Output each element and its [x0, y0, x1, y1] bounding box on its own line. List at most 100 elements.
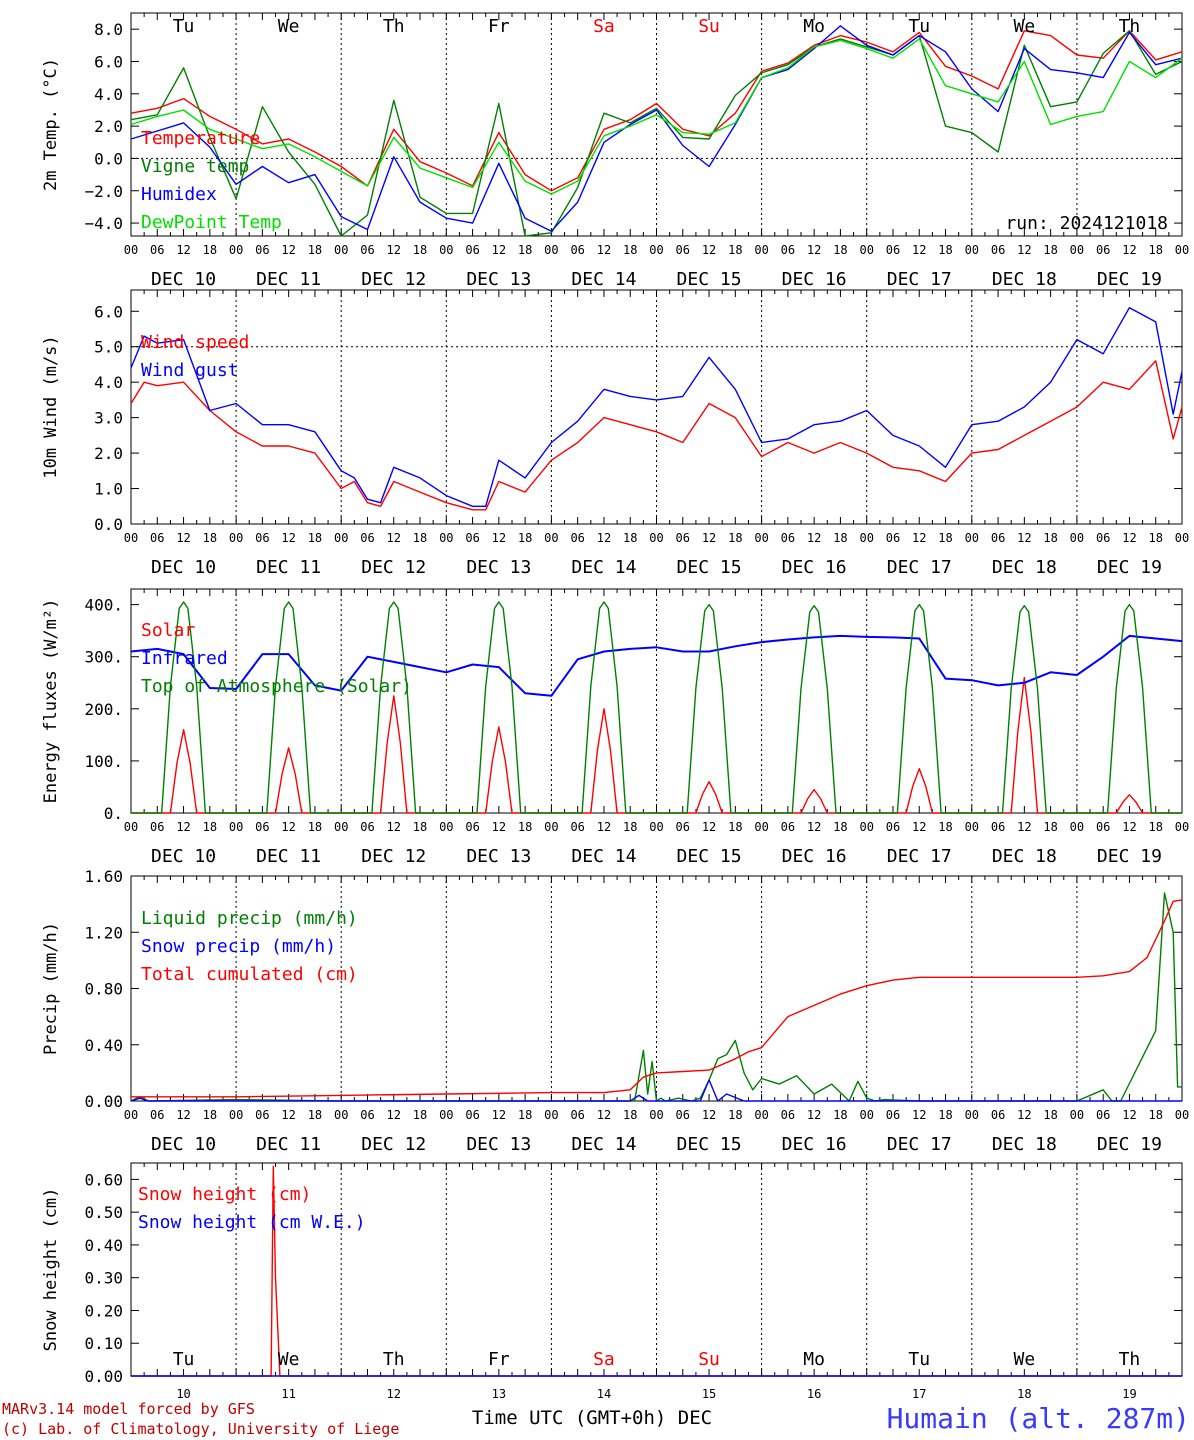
y-tick-label: 6.0 [94, 52, 123, 71]
y-tick-label: 8.0 [94, 20, 123, 39]
hour-label: 12 [1017, 820, 1031, 834]
hour-label: 06 [465, 1108, 479, 1122]
hour-label: 00 [859, 1108, 873, 1122]
date-label: DEC 15 [677, 557, 742, 578]
hour-label: 12 [807, 1108, 821, 1122]
legend-entry: Temperature [141, 128, 260, 149]
hour-label: 12 [807, 243, 821, 257]
series-line-green [130, 892, 1182, 1102]
x-axis-title: Time UTC (GMT+0h) DEC [472, 1407, 712, 1429]
hour-label: 12 [702, 1108, 716, 1122]
y-tick-label: 2.0 [94, 117, 123, 136]
date-label: DEC 18 [992, 269, 1057, 290]
day-of-week-label: Mo [803, 1349, 825, 1370]
panel-snow [130, 1162, 1183, 1377]
hour-label: 06 [465, 243, 479, 257]
hour-label: 12 [702, 531, 716, 545]
day-number-label: 16 [807, 1387, 821, 1401]
series-line-red [130, 30, 1183, 192]
hour-label: 00 [649, 243, 663, 257]
y-axis-title: Energy fluxes (W/m²) [41, 599, 61, 804]
hour-label: 00 [124, 1108, 138, 1122]
hour-label: 12 [1017, 243, 1031, 257]
legend-entry: DewPoint Temp [141, 212, 282, 233]
day-of-week-label: Th [383, 1349, 405, 1370]
hour-label: 18 [1148, 1108, 1162, 1122]
day-of-week-label: Mo [803, 16, 825, 37]
date-label: DEC 12 [361, 846, 426, 867]
hour-label: 06 [1096, 531, 1110, 545]
hour-label: 00 [544, 243, 558, 257]
hour-label: 18 [308, 531, 322, 545]
hour-label: 12 [1122, 1108, 1136, 1122]
series-line-blue [130, 25, 1183, 232]
y-tick-label: 400. [84, 596, 123, 615]
hour-label: 12 [281, 531, 295, 545]
date-label: DEC 14 [571, 557, 636, 578]
hour-label: 00 [965, 1108, 979, 1122]
hour-label: 06 [991, 531, 1005, 545]
hour-label: 18 [938, 1108, 952, 1122]
hour-label: 00 [1070, 820, 1084, 834]
hour-label: 06 [465, 531, 479, 545]
hour-label: 12 [597, 820, 611, 834]
hour-label: 18 [413, 531, 427, 545]
date-label: DEC 19 [1097, 269, 1162, 290]
hour-label: 06 [150, 531, 164, 545]
y-axis-title: 2m Temp. (°C) [41, 58, 61, 191]
hour-label: 00 [1175, 1108, 1189, 1122]
hour-label: 06 [886, 820, 900, 834]
day-of-week-label: We [278, 1349, 300, 1370]
station-name: Humain (alt. 287m) [887, 1402, 1190, 1435]
series-line-red [131, 899, 1183, 1098]
hour-label: 06 [1096, 820, 1110, 834]
y-tick-label: 0.30 [84, 1269, 123, 1288]
y-tick-label: 6.0 [94, 302, 123, 321]
hour-label: 12 [492, 531, 506, 545]
hour-label: 00 [229, 820, 243, 834]
hour-label: 00 [965, 243, 979, 257]
legend-entry: Total cumulated (cm) [141, 964, 358, 985]
hour-label: 18 [203, 531, 217, 545]
hour-label: 00 [334, 243, 348, 257]
hour-label: 06 [570, 243, 584, 257]
hour-label: 18 [1148, 531, 1162, 545]
y-axis-title: Precip (mm/h) [41, 922, 61, 1055]
hour-label: 06 [886, 1108, 900, 1122]
date-label: DEC 14 [571, 269, 636, 290]
hour-label: 06 [886, 531, 900, 545]
hour-label: 00 [1175, 820, 1189, 834]
hour-label: 00 [439, 820, 453, 834]
hour-label: 18 [308, 1108, 322, 1122]
date-label: DEC 19 [1097, 1134, 1162, 1155]
day-of-week-label: Tu [908, 16, 930, 37]
hour-label: 18 [308, 243, 322, 257]
hour-label: 00 [965, 531, 979, 545]
hour-label: 12 [492, 1108, 506, 1122]
hour-label: 18 [413, 243, 427, 257]
legend-entry: Liquid precip (mm/h) [141, 908, 358, 929]
hour-label: 06 [886, 243, 900, 257]
day-of-week-label: Th [1119, 16, 1141, 37]
hour-label: 00 [544, 820, 558, 834]
date-label: DEC 12 [361, 269, 426, 290]
y-tick-label: 1.60 [84, 867, 123, 886]
hour-label: 18 [623, 820, 637, 834]
hour-label: 00 [754, 531, 768, 545]
hour-label: 12 [281, 820, 295, 834]
date-label: DEC 17 [887, 846, 952, 867]
y-tick-label: 0.60 [84, 1170, 123, 1189]
panel-energy [130, 588, 1183, 814]
hour-label: 12 [1017, 1108, 1031, 1122]
legend-entry: Solar [141, 620, 195, 641]
hour-label: 12 [176, 243, 190, 257]
hour-label: 00 [649, 820, 663, 834]
y-tick-label: 0.20 [84, 1301, 123, 1320]
day-number-label: 11 [281, 1387, 295, 1401]
hour-label: 12 [912, 1108, 926, 1122]
hour-label: 06 [781, 531, 795, 545]
day-of-week-label: We [278, 16, 300, 37]
date-label: DEC 19 [1097, 846, 1162, 867]
day-number-label: 17 [912, 1387, 926, 1401]
hour-label: 06 [570, 820, 584, 834]
